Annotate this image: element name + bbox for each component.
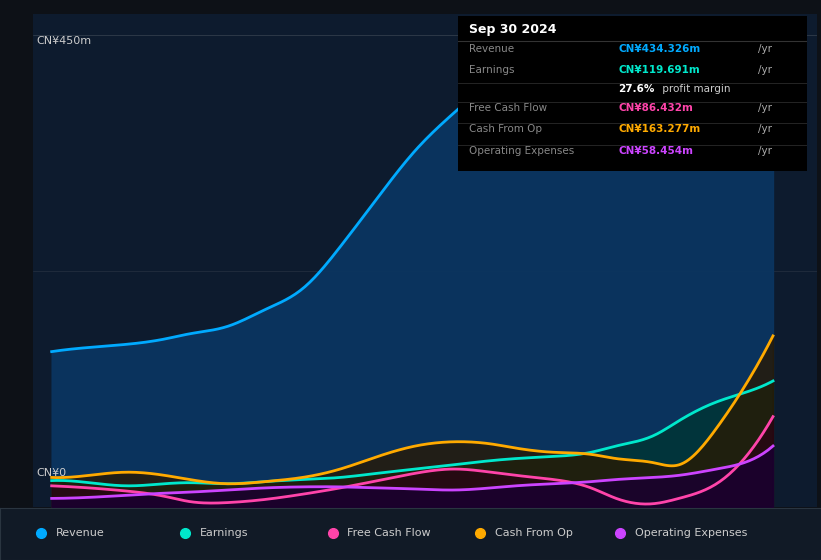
Text: Free Cash Flow: Free Cash Flow — [347, 528, 431, 538]
Text: /yr: /yr — [759, 64, 773, 74]
Text: /yr: /yr — [759, 146, 773, 156]
Text: 27.6%: 27.6% — [619, 84, 655, 94]
Text: Operating Expenses: Operating Expenses — [635, 528, 747, 538]
Text: Cash From Op: Cash From Op — [495, 528, 573, 538]
Text: CN¥58.454m: CN¥58.454m — [619, 146, 694, 156]
Text: Cash From Op: Cash From Op — [469, 124, 542, 134]
Text: CN¥86.432m: CN¥86.432m — [619, 102, 694, 113]
Text: Earnings: Earnings — [200, 528, 248, 538]
Text: CN¥163.277m: CN¥163.277m — [619, 124, 701, 134]
Text: CN¥119.691m: CN¥119.691m — [619, 64, 700, 74]
Text: /yr: /yr — [759, 124, 773, 134]
Text: /yr: /yr — [759, 44, 773, 54]
Text: CN¥434.326m: CN¥434.326m — [619, 44, 701, 54]
Text: CN¥0: CN¥0 — [36, 468, 67, 478]
Text: Operating Expenses: Operating Expenses — [469, 146, 574, 156]
Text: /yr: /yr — [759, 102, 773, 113]
Text: Revenue: Revenue — [469, 44, 514, 54]
Text: Earnings: Earnings — [469, 64, 514, 74]
Text: CN¥450m: CN¥450m — [36, 36, 91, 46]
Text: Sep 30 2024: Sep 30 2024 — [469, 24, 556, 36]
Text: Revenue: Revenue — [56, 528, 104, 538]
Text: Free Cash Flow: Free Cash Flow — [469, 102, 547, 113]
Text: profit margin: profit margin — [658, 84, 730, 94]
